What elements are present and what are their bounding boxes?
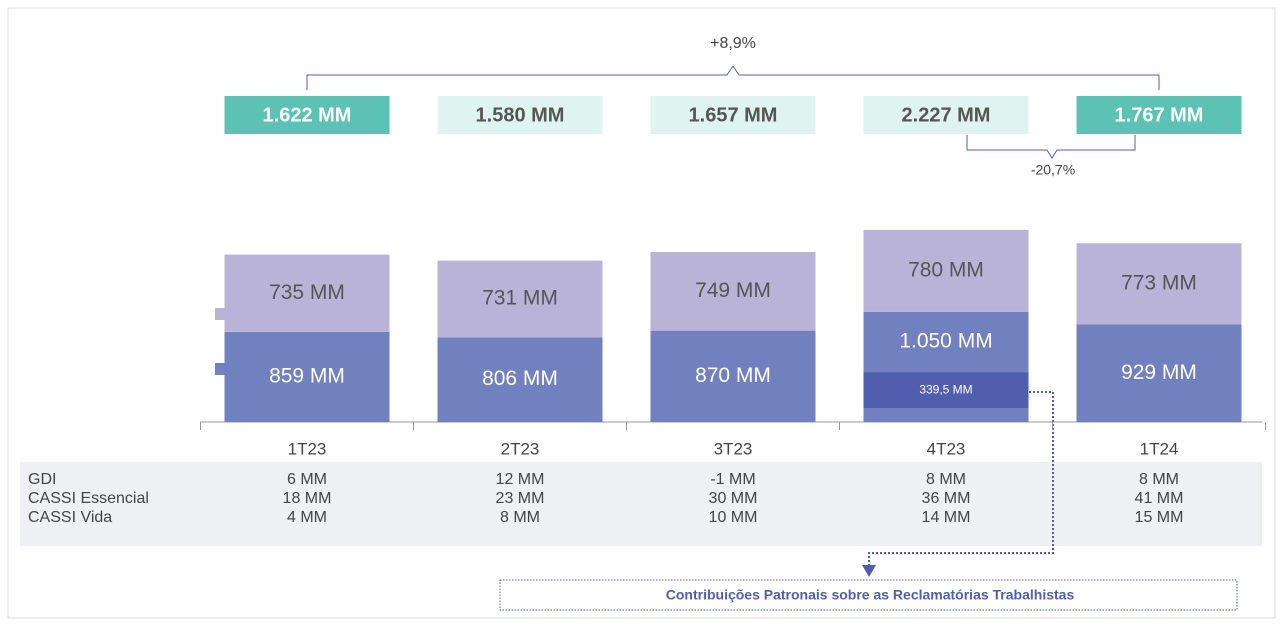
drop-bracket <box>966 135 1136 159</box>
bar-segment <box>650 330 816 422</box>
total-label: 1.622 MM <box>263 104 352 126</box>
total-label: 1.767 MM <box>1115 104 1204 126</box>
x-tick-label: 1T23 <box>288 439 327 458</box>
cell: 12 MM <box>496 471 545 488</box>
total-label: 2.227 MM <box>902 104 991 126</box>
x-tick-label: 4T23 <box>927 439 966 458</box>
value-label: 735 MM <box>269 281 345 304</box>
total-box <box>1076 96 1242 134</box>
value-label: 773 MM <box>1121 271 1197 294</box>
table-band <box>20 462 1262 546</box>
bar-segment <box>863 229 1029 312</box>
total-label: 1.657 MM <box>689 104 778 126</box>
cell: 18 MM <box>283 490 332 507</box>
bar-segment <box>437 260 603 338</box>
row-name: CASSI Essencial <box>28 490 149 507</box>
cell: 6 MM <box>287 471 327 488</box>
cell: 30 MM <box>709 490 758 507</box>
cell: 4 MM <box>287 509 327 526</box>
cell: 41 MM <box>1135 490 1184 507</box>
value-label: 1.050 MM <box>899 330 992 353</box>
bar-segment <box>437 337 603 422</box>
x-tick-label: 1T24 <box>1140 439 1179 458</box>
cell: 8 MM <box>926 471 966 488</box>
value-label: 870 MM <box>695 364 771 387</box>
x-tick-label: 2T23 <box>501 439 540 458</box>
x-tick-label: 3T23 <box>714 439 753 458</box>
total-box <box>863 96 1029 134</box>
value-label: 806 MM <box>482 367 558 390</box>
bar-segment <box>224 254 390 332</box>
value-label: 749 MM <box>695 279 771 302</box>
bar-segment <box>650 252 816 331</box>
value-label: 731 MM <box>482 287 558 310</box>
row-name: GDI <box>28 471 56 488</box>
cell: 8 MM <box>500 509 540 526</box>
note: Contribuições Patronais sobre as Reclama… <box>666 587 1075 603</box>
cell: 8 MM <box>1139 471 1179 488</box>
bar-segment <box>1076 243 1242 325</box>
total-box <box>437 96 603 134</box>
bar-segment <box>224 331 390 422</box>
cell: 23 MM <box>496 490 545 507</box>
value-label: 859 MM <box>269 364 345 387</box>
cell: 10 MM <box>709 509 758 526</box>
cell: 14 MM <box>922 509 971 526</box>
cell: 36 MM <box>922 490 971 507</box>
value-label: 929 MM <box>1121 361 1197 384</box>
total-label: 1.580 MM <box>476 104 565 126</box>
bar-segment <box>1076 324 1242 422</box>
highlight-segment <box>863 372 1029 408</box>
drop-label: -20,7% <box>1031 162 1075 178</box>
cell: -1 MM <box>710 471 755 488</box>
value-label: 780 MM <box>908 258 984 281</box>
legend-swatch <box>215 363 227 375</box>
note-box <box>499 579 1238 611</box>
row-name: CASSI Vida <box>28 509 112 526</box>
growth-bracket <box>306 65 1160 90</box>
legend-swatch <box>215 308 227 320</box>
arrow-head <box>862 565 876 577</box>
total-box <box>224 96 390 134</box>
frame <box>7 7 1276 619</box>
cell: 15 MM <box>1135 509 1184 526</box>
highlight-label: 339,5 MM <box>919 382 972 396</box>
total-box <box>650 96 816 134</box>
connector <box>868 391 1054 566</box>
growth-label: +8,9% <box>710 35 756 52</box>
